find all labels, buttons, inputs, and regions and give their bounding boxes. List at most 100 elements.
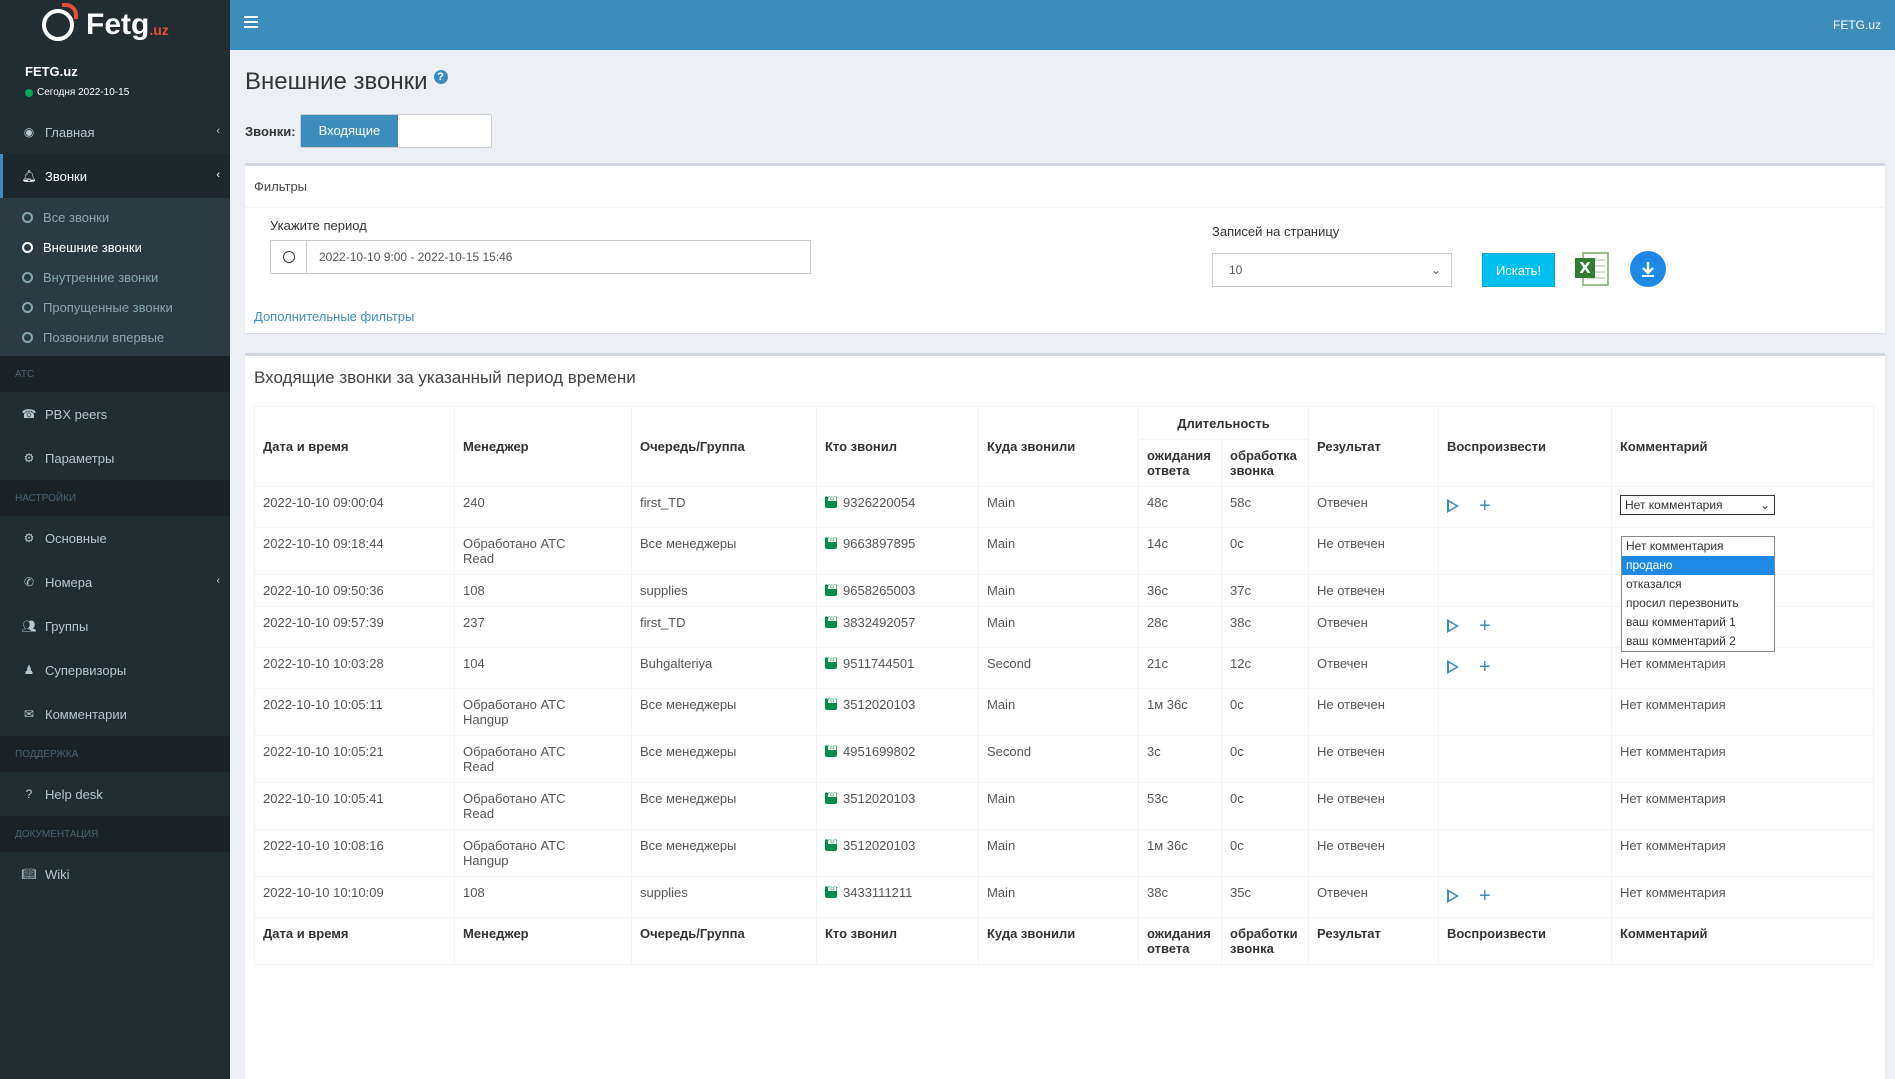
- th-manager[interactable]: Менеджер: [454, 406, 632, 487]
- cell-manager-text: 237: [463, 615, 485, 630]
- section-settings: НАСТРОЙКИ: [0, 480, 230, 516]
- phone-icon: [825, 581, 838, 596]
- excel-export-icon[interactable]: X: [1573, 250, 1611, 288]
- th-wait[interactable]: ожидания ответа: [1138, 439, 1222, 487]
- plus-icon[interactable]: +: [1479, 495, 1491, 517]
- cell-destination: Main: [978, 574, 1139, 607]
- cell-manager-text: Обработано АТС: [463, 697, 566, 712]
- incoming-button[interactable]: Входящие: [300, 115, 399, 147]
- outgoing-button[interactable]: [398, 115, 492, 147]
- bell-icon: 🔔︎: [21, 169, 37, 183]
- plus-icon[interactable]: +: [1479, 656, 1491, 678]
- comment-option[interactable]: ваш комментарий 2: [1626, 634, 1736, 648]
- sidebar-item-label: Главная: [45, 124, 95, 140]
- per-page-select[interactable]: 10 ⌄: [1212, 253, 1452, 287]
- comment-option[interactable]: Нет комментария: [1626, 539, 1724, 553]
- comment-option[interactable]: ваш комментарий 1: [1626, 615, 1736, 629]
- cell-play: [1438, 782, 1612, 830]
- sidebar-item-groups[interactable]: 👥︎ Группы: [0, 604, 230, 648]
- sidebar-item-home[interactable]: ◉ Главная ‹: [0, 110, 230, 154]
- sidebar-item-wiki[interactable]: 📖︎ Wiki: [0, 852, 230, 896]
- plus-icon[interactable]: +: [1479, 615, 1491, 637]
- sidebar-item-comments[interactable]: ✉ Комментарии: [0, 692, 230, 736]
- topbar-user[interactable]: FETG.uz: [1832, 18, 1881, 32]
- cell-manager-status: Read: [463, 551, 495, 566]
- sidebar-item-parameters[interactable]: ⚙ Параметры: [0, 436, 230, 480]
- play-icon[interactable]: [1447, 619, 1459, 633]
- sidebar-item-pbx-peers[interactable]: ☎ PBX peers: [0, 392, 230, 436]
- cell-manager: Обработано АТС Read: [454, 735, 632, 783]
- search-button[interactable]: Искать!: [1482, 253, 1555, 287]
- cell-processing: 37с: [1221, 574, 1309, 607]
- cell-wait: 14с: [1138, 527, 1222, 575]
- submenu-external-calls[interactable]: Внешние звонки: [0, 232, 230, 262]
- th-datetime[interactable]: Дата и время: [254, 406, 455, 487]
- th-result[interactable]: Результат: [1308, 406, 1439, 487]
- comment-option[interactable]: просил перезвонить: [1626, 596, 1739, 610]
- cell-comment-text[interactable]: Нет комментария: [1620, 885, 1726, 900]
- chevron-down-icon: ⌄: [1430, 263, 1441, 277]
- calls-switch: Звонки: Входящие: [245, 114, 493, 148]
- comment-select-value: Нет комментария: [1625, 498, 1723, 512]
- sidebar-item-general[interactable]: ⚙ Основные: [0, 516, 230, 560]
- cell-result: Не отвечен: [1308, 782, 1439, 830]
- menu-toggle-icon[interactable]: [244, 16, 258, 28]
- th-comment: Комментарий: [1611, 406, 1874, 487]
- chevron-left-icon: ‹: [216, 575, 220, 587]
- cell-manager-text: Обработано АТС: [463, 744, 566, 759]
- cell-caller: 9326220054: [816, 486, 979, 528]
- help-icon[interactable]: ?: [433, 70, 448, 84]
- sidebar-item-calls[interactable]: 🔔︎ Звонки ‹: [0, 154, 230, 198]
- cell-manager: 108: [454, 876, 632, 918]
- submenu-label: Внешние звонки: [43, 239, 142, 255]
- th-caller[interactable]: Кто звонил: [816, 406, 979, 487]
- cell-caller-number: 3433111211: [843, 885, 913, 900]
- th-wait-line1: ожидания: [1147, 448, 1211, 463]
- sidebar-item-numbers[interactable]: ✆ Номера ‹: [0, 560, 230, 604]
- tf-result: Результат: [1308, 917, 1439, 965]
- user-panel: FETG.uz Сегодня 2022-10-15: [0, 50, 230, 110]
- comment-option[interactable]: продано: [1622, 556, 1774, 575]
- cell-destination: Main: [978, 486, 1139, 528]
- cell-comment-text[interactable]: Нет комментария: [1620, 791, 1726, 806]
- sidebar-item-helpdesk[interactable]: ? Help desk: [0, 772, 230, 816]
- cell-manager: Обработано АТС Hangup: [454, 688, 632, 736]
- th-queue[interactable]: Очередь/Группа: [631, 406, 817, 487]
- cell-comment-text[interactable]: Нет комментария: [1620, 838, 1726, 853]
- user-status-text: Сегодня 2022-10-15: [37, 87, 130, 98]
- table-row: 2022-10-10 10:05:11 Обработано АТС Hangup В…: [254, 688, 1874, 736]
- calls-type-group: Входящие: [299, 114, 493, 148]
- period-value: 2022-10-10 9:00 - 2022-10-15 15:46: [319, 250, 513, 264]
- submenu-all-calls[interactable]: Все звонки: [0, 202, 230, 232]
- sidebar-item-label: Номера: [45, 574, 93, 590]
- cell-comment-text[interactable]: Нет комментария: [1620, 656, 1726, 671]
- period-input[interactable]: 2022-10-10 9:00 - 2022-10-15 15:46: [270, 240, 811, 274]
- comment-select[interactable]: Нет комментария ⌄: [1620, 495, 1775, 515]
- section-atc: АТС: [0, 356, 230, 392]
- plus-icon[interactable]: +: [1479, 885, 1491, 907]
- play-icon[interactable]: [1447, 499, 1459, 513]
- cell-wait: 36с: [1138, 574, 1222, 607]
- play-icon[interactable]: [1447, 660, 1459, 674]
- logo[interactable]: Fetg .uz: [0, 0, 230, 50]
- sidebar-item-supervisors[interactable]: ♟ Супервизоры: [0, 648, 230, 692]
- cell-comment-text[interactable]: Нет комментария: [1620, 744, 1726, 759]
- cell-comment-text[interactable]: Нет комментария: [1620, 697, 1726, 712]
- phone-icon: [825, 613, 838, 628]
- main-content: Внешние звонки? Звонки: Входящие Фильтры…: [230, 50, 1895, 1079]
- submenu-first-calls[interactable]: Позвонили впервые: [0, 322, 230, 352]
- tf-proc-line1: обработки: [1230, 926, 1298, 941]
- play-icon[interactable]: [1447, 889, 1459, 903]
- comment-option[interactable]: отказался: [1626, 577, 1682, 591]
- submenu-missed-calls[interactable]: Пропущенные звонки: [0, 292, 230, 322]
- cell-queue: supplies: [631, 574, 817, 607]
- download-icon[interactable]: [1630, 251, 1666, 287]
- th-processing[interactable]: обработка звонка: [1221, 439, 1309, 487]
- submenu-internal-calls[interactable]: Внутренние звонки: [0, 262, 230, 292]
- cell-play: +: [1438, 876, 1612, 918]
- circle-icon: [22, 241, 33, 253]
- th-destination[interactable]: Куда звонили: [978, 406, 1139, 487]
- logo-icon: [42, 3, 78, 41]
- more-filters-link[interactable]: Дополнительные фильтры: [254, 309, 415, 324]
- cell-manager: 104: [454, 647, 632, 689]
